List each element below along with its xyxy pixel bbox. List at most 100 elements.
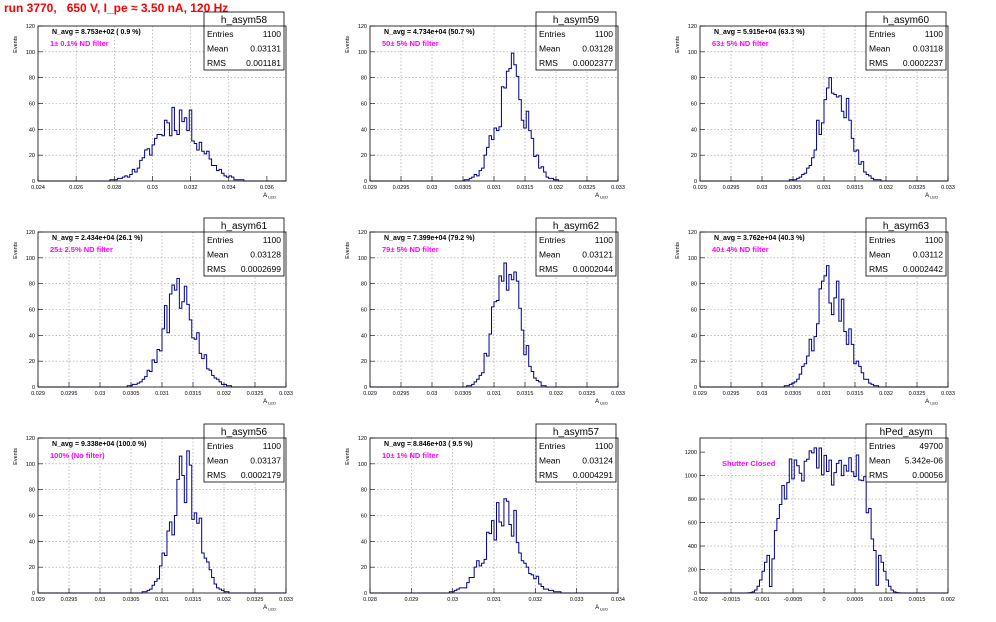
stats-value: 1100 bbox=[595, 441, 614, 451]
y-tick-label: 120 bbox=[26, 24, 35, 30]
y-tick-label: 20 bbox=[29, 153, 35, 159]
navg-label: N_avg = 8.753e+02 ( 0.9 %) bbox=[52, 29, 141, 36]
y-tick-label: 0 bbox=[364, 385, 367, 391]
stats-box bbox=[203, 11, 285, 71]
stats-label: RMS bbox=[869, 58, 888, 68]
x-tick-label: 0.0325 bbox=[247, 597, 264, 603]
stats-value: 0.0002237 bbox=[903, 58, 943, 68]
y-axis-title: Events bbox=[345, 242, 351, 259]
histogram-panel-h_asym56: 0.029 0.0295 0.03 0.0305 0.031 0.0315 0.032 0.0… bbox=[13, 423, 293, 612]
histogram-panel-h_asym60: 0.029 0.0295 0.03 0.0305 0.031 0.0315 0.032 0.0… bbox=[675, 11, 955, 200]
stats-label: Mean bbox=[207, 456, 229, 466]
filter-label: 25± 2.5% ND filter bbox=[50, 245, 113, 254]
histogram-panel-h_asym62: 0.029 0.0295 0.03 0.0305 0.031 0.0315 0.032 0.0… bbox=[345, 217, 625, 406]
y-tick-label: 80 bbox=[691, 76, 697, 82]
x-tick-label: 0.033 bbox=[279, 391, 293, 397]
y-tick-label: 80 bbox=[29, 488, 35, 494]
y-tick-label: 40 bbox=[29, 539, 35, 545]
x-tick-label: 0 bbox=[822, 597, 825, 603]
y-tick-label: 120 bbox=[26, 436, 35, 442]
x-tick-label: 0.026 bbox=[69, 185, 83, 191]
histogram-line bbox=[38, 106, 286, 182]
stats-label: Entries bbox=[207, 441, 233, 451]
x-tick-label: 0.032 bbox=[217, 391, 231, 397]
x-tick-label: 0.03 bbox=[427, 391, 438, 397]
y-tick-label: 0 bbox=[32, 179, 35, 185]
y-tick-label: 80 bbox=[691, 282, 697, 288]
stats-title: h_asym62 bbox=[553, 221, 600, 232]
x-tick-label: 0.036 bbox=[260, 185, 274, 191]
y-tick-label: 20 bbox=[29, 565, 35, 571]
stats-value: 0.03128 bbox=[250, 250, 281, 260]
x-tick-label: 0.0315 bbox=[847, 185, 864, 191]
x-tick-label: -0.0005 bbox=[784, 597, 803, 603]
y-tick-label: 0 bbox=[32, 591, 35, 597]
y-tick-label: 200 bbox=[688, 568, 697, 574]
y-tick-label: 100 bbox=[26, 462, 35, 468]
y-tick-label: 80 bbox=[29, 76, 35, 82]
x-tick-label: 0.024 bbox=[31, 185, 45, 191]
stats-value: 1100 bbox=[595, 29, 614, 39]
stats-box bbox=[865, 217, 947, 277]
y-tick-label: 100 bbox=[26, 50, 35, 56]
x-tick-label: 0.033 bbox=[570, 597, 584, 603]
stats-label: RMS bbox=[539, 264, 558, 274]
y-tick-label: 400 bbox=[688, 544, 697, 550]
y-tick-label: 60 bbox=[29, 514, 35, 520]
y-tick-label: 100 bbox=[358, 462, 367, 468]
stats-title: h_asym60 bbox=[883, 15, 930, 26]
x-tick-label: 0.0305 bbox=[455, 391, 472, 397]
x-tick-label: 0.029 bbox=[693, 185, 707, 191]
stats-value: 0.03128 bbox=[582, 44, 613, 54]
x-tick-label: 0.0325 bbox=[909, 185, 926, 191]
x-tick-label: 0.031 bbox=[155, 597, 169, 603]
stats-title: h_asym57 bbox=[553, 427, 600, 438]
y-tick-label: 120 bbox=[358, 230, 367, 236]
y-axis-title: Events bbox=[675, 242, 681, 259]
stats-label: Entries bbox=[869, 29, 895, 39]
y-tick-label: 80 bbox=[361, 76, 367, 82]
stats-label: Entries bbox=[207, 29, 233, 39]
stats-value: 0.001181 bbox=[246, 58, 281, 68]
y-tick-label: 40 bbox=[29, 333, 35, 339]
stats-label: Mean bbox=[869, 456, 891, 466]
stats-value: 0.0004291 bbox=[573, 470, 613, 480]
x-tick-label: 0.029 bbox=[404, 597, 418, 603]
y-tick-label: 1200 bbox=[685, 450, 697, 456]
x-tick-label: 0.0325 bbox=[909, 391, 926, 397]
filter-label: 40± 4% ND filter bbox=[712, 245, 769, 254]
x-tick-label: 0.034 bbox=[222, 185, 236, 191]
x-tick-label: 0.03 bbox=[147, 185, 158, 191]
y-tick-label: 1000 bbox=[685, 474, 697, 480]
y-tick-label: 40 bbox=[361, 127, 367, 133]
x-axis-title: A LED bbox=[595, 193, 608, 200]
y-tick-label: 0 bbox=[694, 179, 697, 185]
stats-label: RMS bbox=[207, 264, 226, 274]
stats-title: h_asym58 bbox=[221, 15, 268, 26]
y-tick-label: 120 bbox=[358, 436, 367, 442]
y-tick-label: 20 bbox=[361, 565, 367, 571]
x-tick-label: 0.0305 bbox=[123, 391, 140, 397]
stats-box bbox=[203, 423, 285, 483]
y-tick-label: 100 bbox=[688, 256, 697, 262]
histogram-panel-h_asym58: 0.024 0.026 0.028 0.03 0.032 0.034 0.036 0 20 40 6… bbox=[13, 11, 287, 200]
x-tick-label: 0.03 bbox=[427, 185, 438, 191]
stats-label: RMS bbox=[539, 58, 558, 68]
stats-value: 0.0002377 bbox=[573, 58, 613, 68]
stats-title: h_asym56 bbox=[221, 427, 268, 438]
stats-title: h_asym61 bbox=[221, 221, 268, 232]
x-tick-label: -0.001 bbox=[754, 597, 770, 603]
y-tick-label: 60 bbox=[29, 102, 35, 108]
stats-label: Mean bbox=[869, 44, 891, 54]
stats-value: 5.342e-06 bbox=[905, 456, 944, 466]
y-tick-label: 40 bbox=[29, 127, 35, 133]
x-tick-label: 0.029 bbox=[31, 597, 45, 603]
y-tick-label: 0 bbox=[694, 385, 697, 391]
y-tick-label: 100 bbox=[688, 50, 697, 56]
x-tick-label: 0.002 bbox=[941, 597, 955, 603]
x-tick-label: 0.032 bbox=[217, 597, 231, 603]
x-tick-label: 0.033 bbox=[611, 185, 625, 191]
y-tick-label: 0 bbox=[694, 591, 697, 597]
histogram-panel-h_asym59: 0.029 0.0295 0.03 0.0305 0.031 0.0315 0.032 0.0… bbox=[345, 11, 625, 200]
y-tick-label: 600 bbox=[688, 521, 697, 527]
